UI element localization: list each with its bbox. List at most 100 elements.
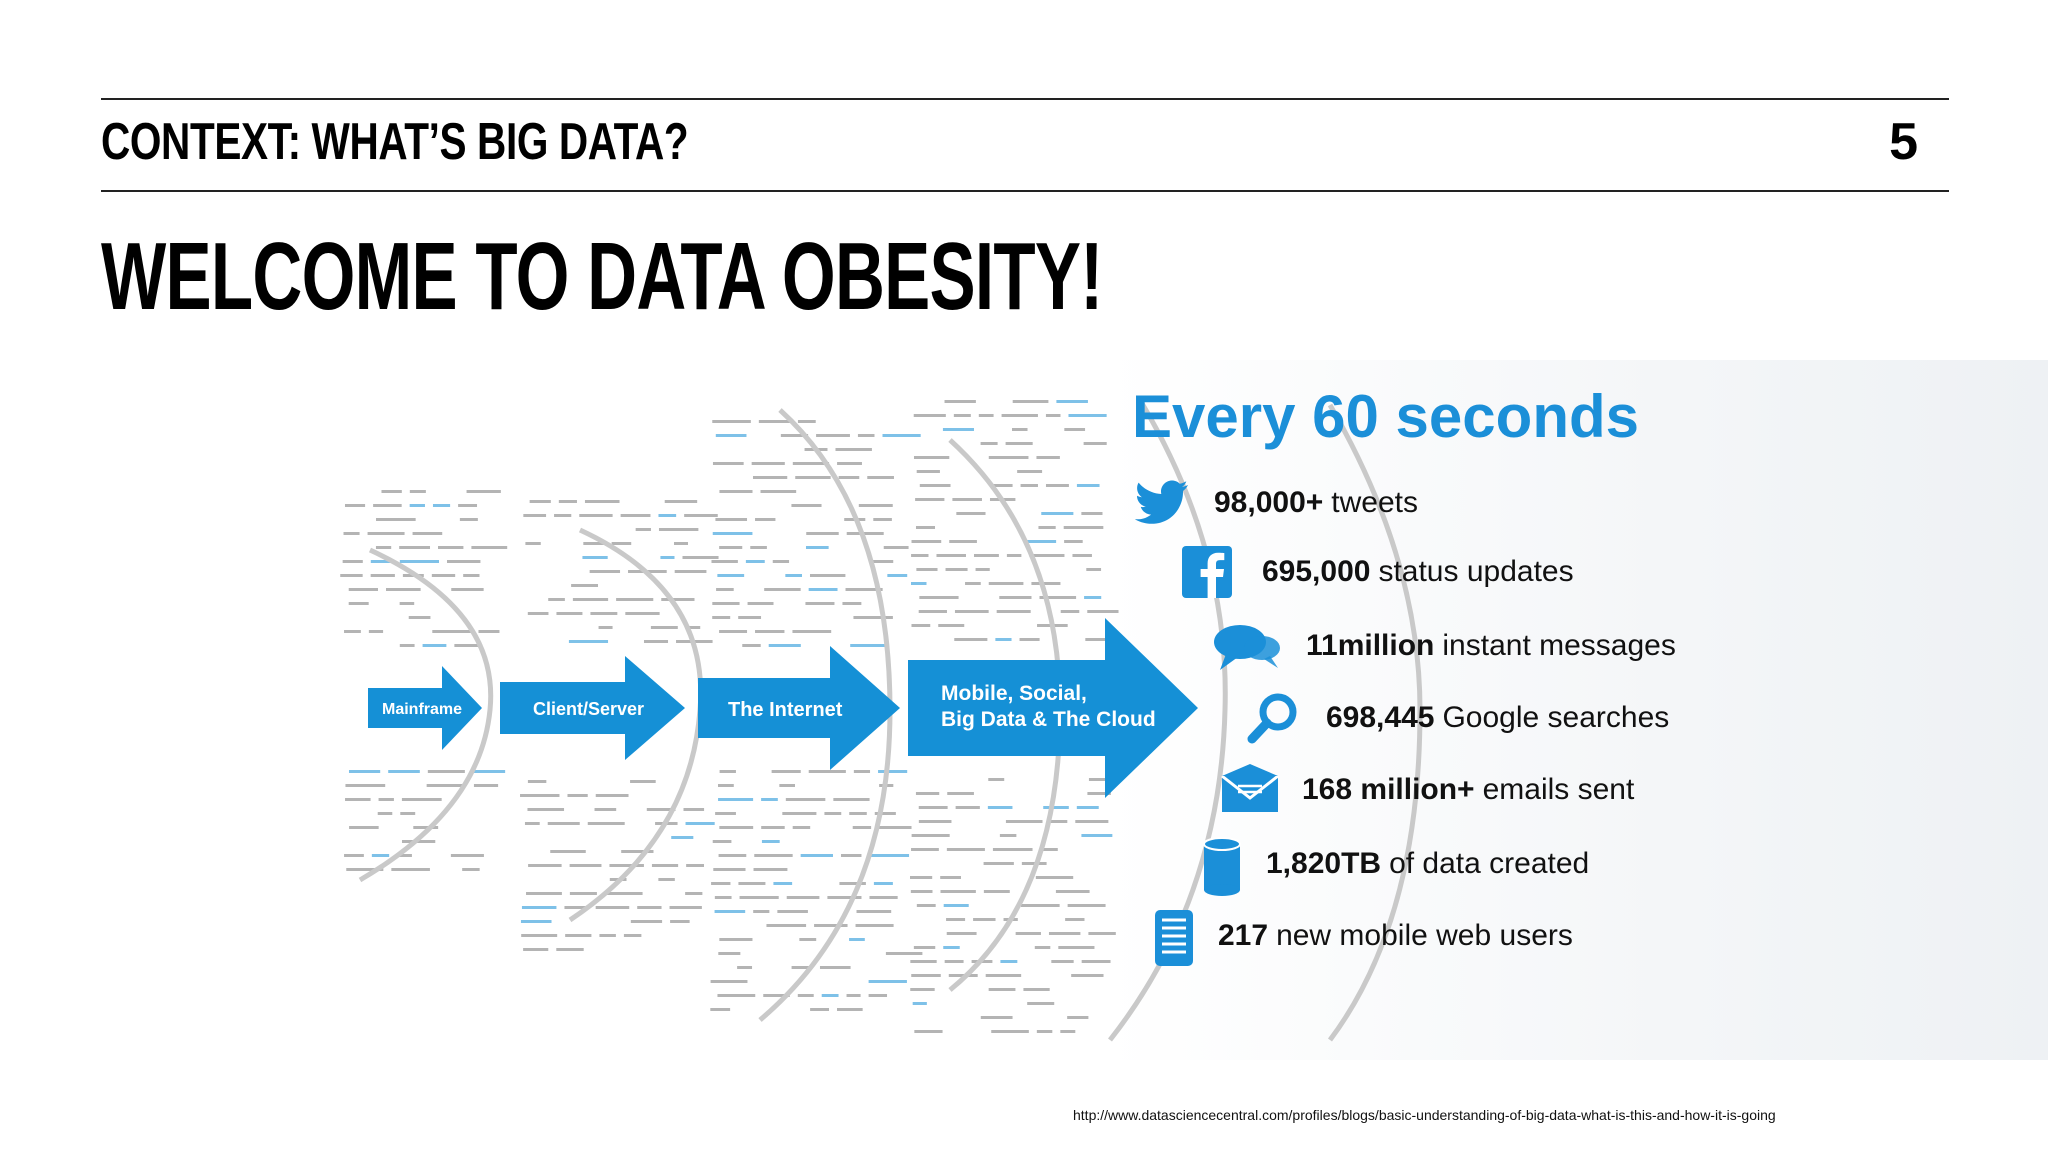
word-cloud-mark <box>944 960 964 963</box>
word-cloud-mark <box>873 518 892 521</box>
word-cloud-mark <box>1036 1030 1053 1033</box>
word-cloud-mark <box>340 574 363 577</box>
word-cloud-mark <box>569 892 597 895</box>
word-cloud-mark <box>719 546 743 549</box>
word-cloud-mark <box>1068 414 1107 417</box>
word-cloud-mark <box>620 514 651 517</box>
word-cloud-mark <box>936 554 966 557</box>
word-cloud-mark <box>671 836 694 839</box>
word-cloud-mark <box>883 546 909 549</box>
word-cloud-mark <box>846 532 884 535</box>
word-cloud-mark <box>773 882 793 885</box>
word-cloud-mark <box>853 616 893 619</box>
stat-label: of data created <box>1389 847 1590 880</box>
word-cloud-mark <box>344 854 364 857</box>
word-cloud-mark <box>752 476 788 479</box>
word-cloud-mark <box>712 420 751 423</box>
word-cloud-mark <box>1015 932 1041 935</box>
word-cloud-mark <box>791 966 812 969</box>
word-cloud-mark <box>911 834 950 837</box>
word-cloud-mark <box>953 414 971 417</box>
stat-value: 11million <box>1306 629 1435 662</box>
word-cloud-mark <box>674 542 689 545</box>
word-cloud-mark <box>686 864 704 867</box>
word-cloud-mark <box>684 514 718 517</box>
word-cloud-mark <box>670 920 690 923</box>
word-cloud-mark <box>348 588 378 591</box>
word-cloud-mark <box>1051 960 1074 963</box>
word-cloud-mark <box>805 602 835 605</box>
word-cloud-mark <box>810 1008 830 1011</box>
word-cloud-mark <box>556 612 583 615</box>
word-cloud-mark <box>1012 428 1028 431</box>
stat-instant-messages: 11million instant messages <box>1212 618 1676 674</box>
word-cloud-mark <box>564 906 588 909</box>
word-cloud-mark <box>527 612 549 615</box>
word-cloud-mark <box>856 910 892 913</box>
stat-emails-sent: 168 million+ emails sent <box>1220 762 1634 818</box>
word-cloud-mark <box>717 574 745 577</box>
word-cloud-mark <box>954 638 988 641</box>
word-cloud-mark <box>346 868 384 871</box>
twitter-bird-icon <box>1132 475 1192 531</box>
slide-title: WELCOME TO DATA OBESITY! <box>101 223 1103 330</box>
word-cloud-mark <box>988 456 1029 459</box>
word-cloud-mark <box>1020 484 1038 487</box>
word-cloud-mark <box>754 854 793 857</box>
word-cloud-mark <box>975 568 990 571</box>
word-cloud-mark <box>1019 638 1040 641</box>
word-cloud-mark <box>874 812 896 815</box>
word-cloud-mark <box>742 644 761 647</box>
word-cloud-mark <box>409 490 426 493</box>
stat-label: instant messages <box>1442 629 1676 662</box>
word-cloud-mark <box>1005 820 1043 823</box>
word-cloud-mark <box>682 556 719 559</box>
stats-heading: Every 60 seconds <box>1132 383 1639 450</box>
word-cloud-mark <box>1034 946 1051 949</box>
chat-bubbles-icon <box>1212 618 1284 674</box>
word-cloud-mark <box>1001 414 1038 417</box>
word-cloud-mark <box>1067 904 1106 907</box>
word-cloud-mark <box>719 490 753 493</box>
word-cloud-mark <box>412 532 443 535</box>
word-cloud-mark <box>991 484 1013 487</box>
word-cloud-mark <box>753 910 770 913</box>
word-cloud-mark <box>869 896 898 899</box>
word-cloud-mark <box>840 854 862 857</box>
word-cloud-texture <box>340 400 1119 1033</box>
word-cloud-mark <box>1060 610 1080 613</box>
word-cloud-mark <box>805 546 829 549</box>
word-cloud-mark <box>547 822 580 825</box>
word-cloud-mark <box>520 794 560 797</box>
word-cloud-mark <box>637 906 662 909</box>
word-cloud-mark <box>1081 960 1111 963</box>
source-url: http://www.datasciencecentral.com/profil… <box>1073 1107 1776 1123</box>
word-cloud-mark <box>868 980 907 983</box>
word-cloud-mark <box>910 960 937 963</box>
word-cloud-mark <box>348 770 381 773</box>
word-cloud-mark <box>911 624 931 627</box>
arrow-mobile-cloud <box>908 618 1198 798</box>
word-cloud-mark <box>643 640 669 643</box>
database-icon <box>1200 836 1244 896</box>
word-cloud-mark <box>571 584 599 587</box>
word-cloud-mark <box>1064 540 1083 543</box>
facebook-icon <box>1180 544 1240 600</box>
word-cloud-mark <box>786 896 820 899</box>
word-cloud-mark <box>1017 470 1043 473</box>
word-cloud-mark <box>1056 400 1088 403</box>
word-cloud-mark <box>739 896 779 899</box>
word-cloud-mark <box>785 798 826 801</box>
word-cloud-mark <box>839 882 866 885</box>
stat-data-created: 1,820TB of data created <box>1200 836 1590 896</box>
word-cloud-mark <box>714 896 732 899</box>
word-cloud-mark <box>799 938 817 941</box>
stat-label: emails sent <box>1482 773 1635 806</box>
word-cloud-mark <box>800 854 833 857</box>
word-cloud-mark <box>827 896 862 899</box>
word-cloud-mark <box>568 640 609 643</box>
word-cloud-mark <box>717 994 756 997</box>
word-cloud-mark <box>915 792 940 795</box>
word-cloud-mark <box>911 974 941 977</box>
word-cloud-mark <box>447 560 481 563</box>
